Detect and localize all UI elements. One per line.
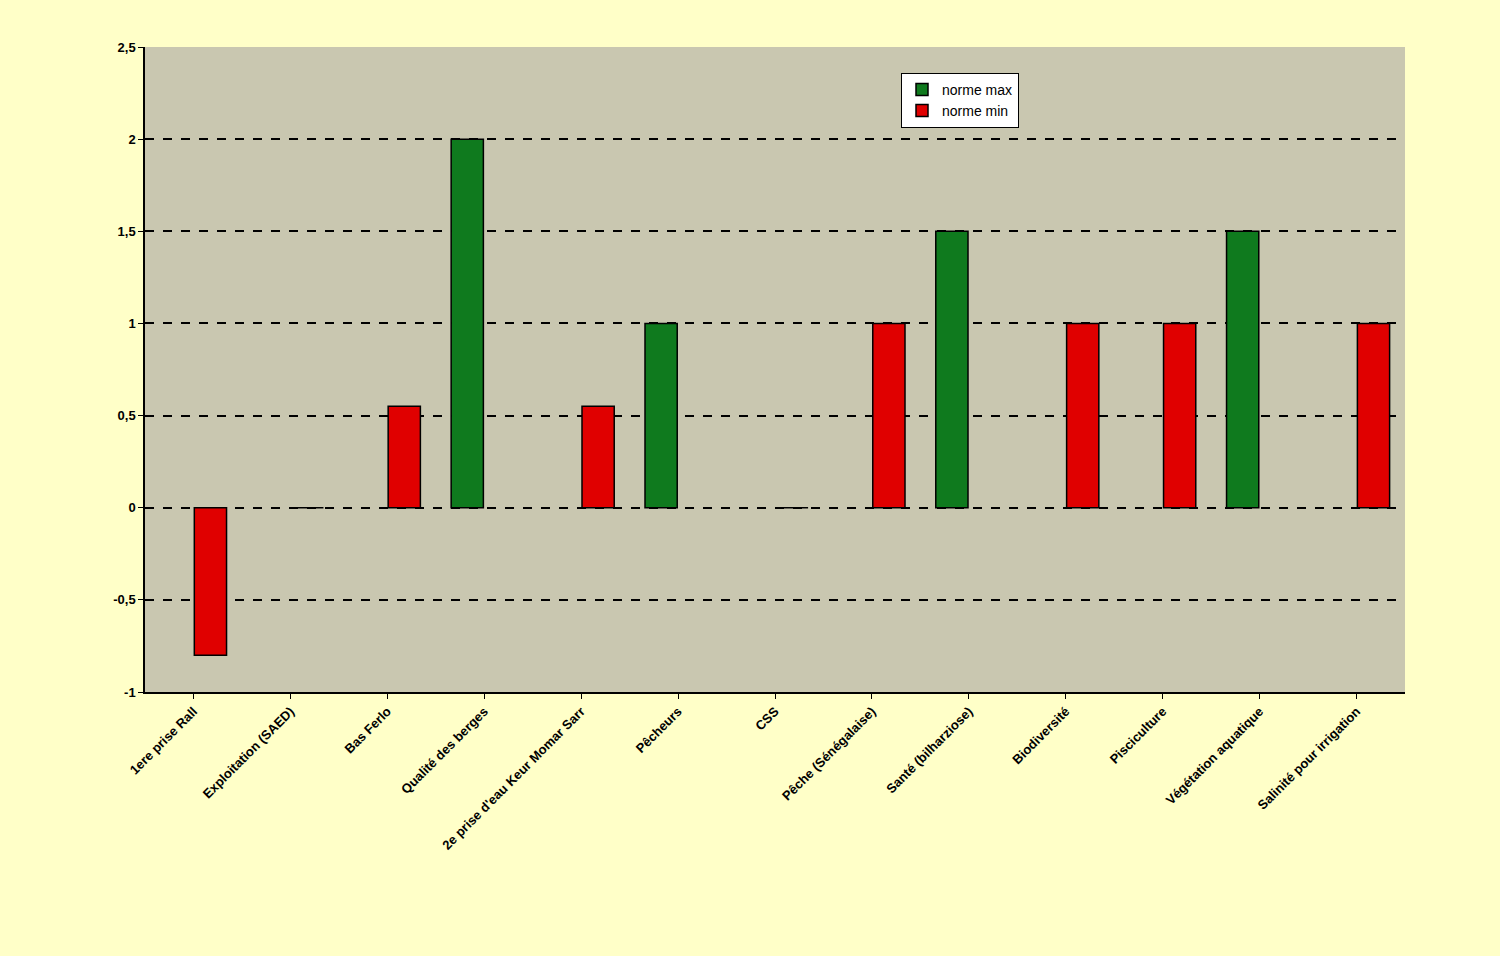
svg-text:Biodiversité: Biodiversité [1009, 704, 1072, 767]
svg-text:Santé (bilharziose): Santé (bilharziose) [883, 704, 975, 796]
svg-text:-1: -1 [124, 685, 136, 700]
svg-text:norme max: norme max [942, 82, 1012, 98]
svg-text:1,5: 1,5 [118, 224, 136, 239]
svg-text:Pêcheurs: Pêcheurs [633, 704, 685, 756]
svg-text:2e prise d'eau Keur Momar Sarr: 2e prise d'eau Keur Momar Sarr [439, 704, 588, 853]
svg-text:1ere prise Rall: 1ere prise Rall [127, 704, 200, 777]
svg-text:1: 1 [128, 316, 135, 331]
svg-text:Pêche (Sénégalaise): Pêche (Sénégalaise) [779, 704, 879, 804]
svg-text:-0,5: -0,5 [113, 592, 135, 607]
svg-text:Végétation aquatique: Végétation aquatique [1163, 704, 1267, 808]
svg-text:Pisciculture: Pisciculture [1107, 704, 1170, 767]
svg-text:Qualité des berges: Qualité des berges [398, 704, 491, 797]
svg-text:0: 0 [128, 500, 135, 515]
svg-text:norme min: norme min [942, 103, 1008, 119]
svg-text:Salinité pour irrigation: Salinité pour irrigation [1255, 704, 1364, 813]
svg-text:Exploitation (SAED): Exploitation (SAED) [200, 704, 297, 801]
svg-text:Bas Ferlo: Bas Ferlo [342, 704, 395, 757]
svg-text:2,5: 2,5 [118, 40, 136, 55]
svg-text:CSS: CSS [752, 704, 782, 734]
svg-text:2: 2 [128, 132, 135, 147]
svg-text:0,5: 0,5 [118, 408, 136, 423]
